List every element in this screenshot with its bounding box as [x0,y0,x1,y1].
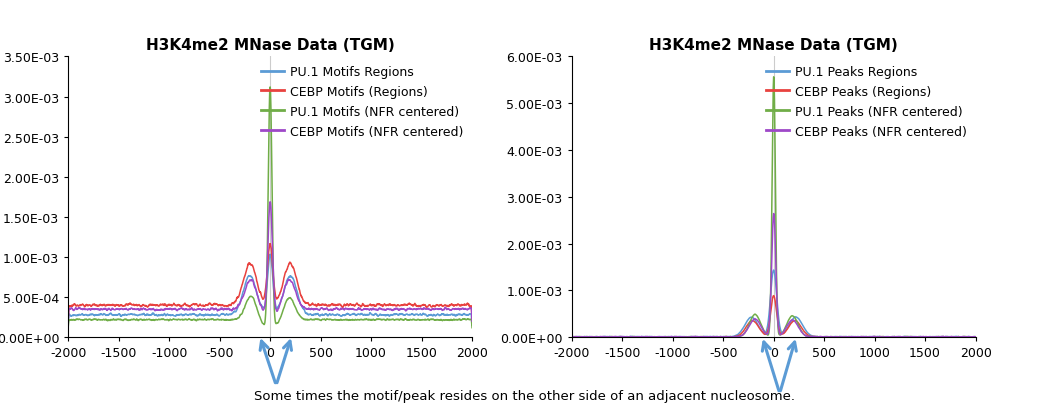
Title: H3K4me2 MNase Data (TGM): H3K4me2 MNase Data (TGM) [649,38,898,53]
Title: H3K4me2 MNase Data (TGM): H3K4me2 MNase Data (TGM) [146,38,394,53]
Legend: PU.1 Motifs Regions, CEBP Motifs (Regions), PU.1 Motifs (NFR centered), CEBP Mot: PU.1 Motifs Regions, CEBP Motifs (Region… [259,63,466,141]
Legend: PU.1 Peaks Regions, CEBP Peaks (Regions), PU.1 Peaks (NFR centered), CEBP Peaks : PU.1 Peaks Regions, CEBP Peaks (Regions)… [764,63,969,141]
Text: Some times the motif/peak resides on the other side of an adjacent nucleosome.: Some times the motif/peak resides on the… [254,389,795,402]
